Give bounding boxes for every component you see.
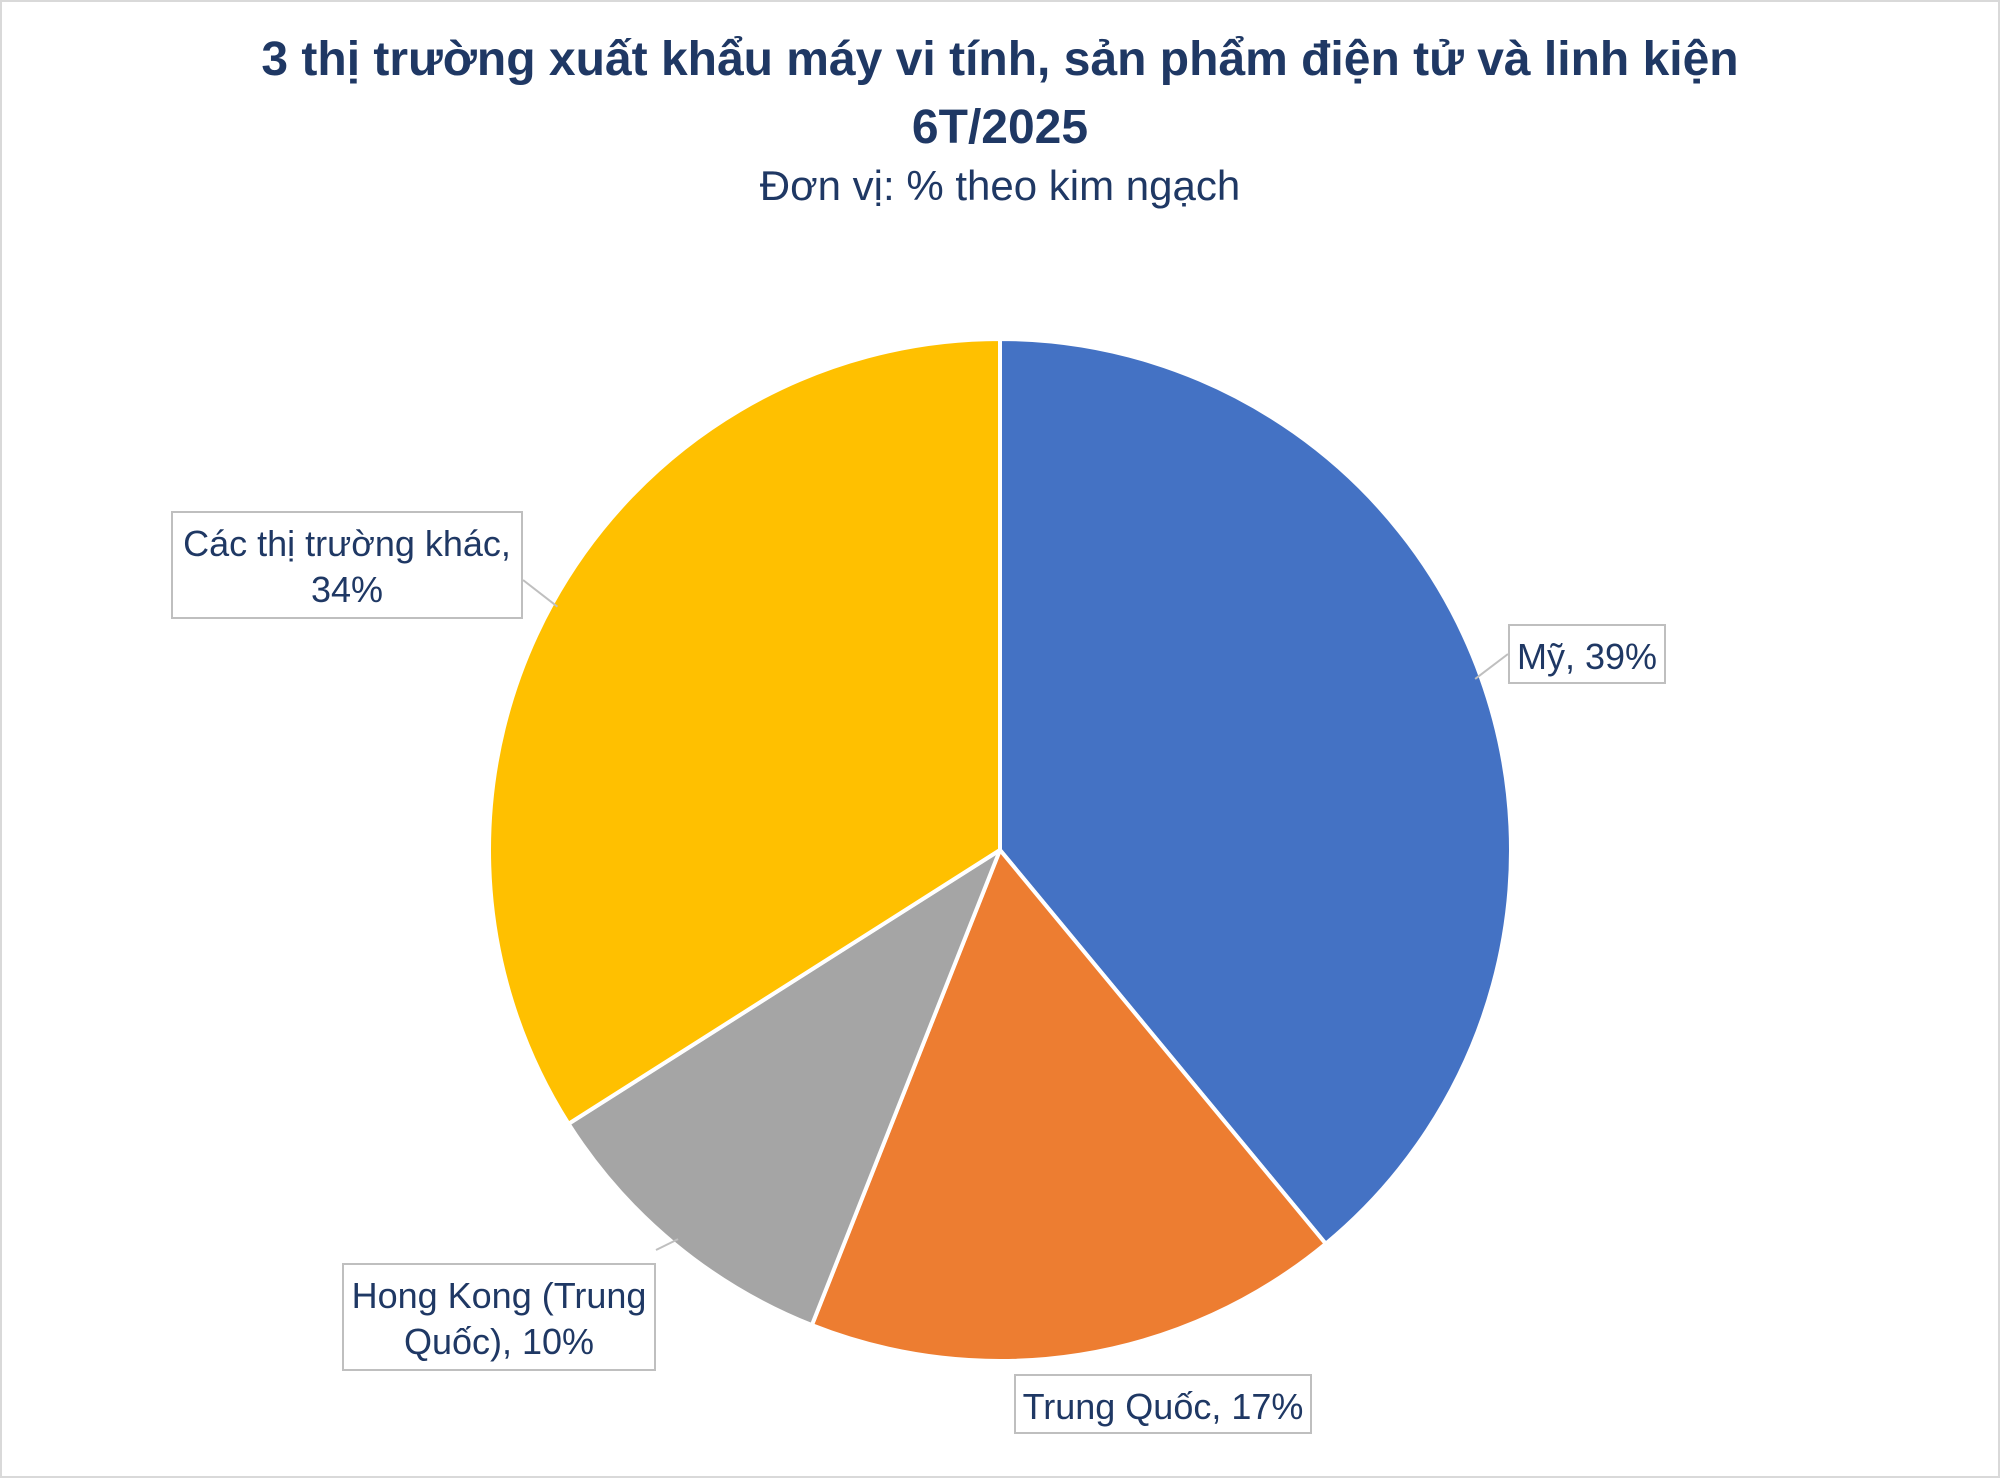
data-label-text-line1: Các thị trường khác, <box>183 523 511 564</box>
data-label-text: Trung Quốc, 17% <box>1022 1386 1304 1427</box>
data-label-text: Mỹ, 39% <box>1516 636 1658 677</box>
chart-title-period: 6T/2025 <box>911 101 1089 154</box>
leader-line-my <box>1474 653 1509 680</box>
pie-slice-trung-quoc <box>809 848 1328 1363</box>
leader-lines <box>522 579 1509 1251</box>
data-label-text-line1: Hong Kong (Trung <box>351 1275 647 1316</box>
leader-line-hong-kong-trung-quoc <box>655 1238 679 1251</box>
data-label-trung-quoc: Trung Quốc, 17% <box>1014 1374 1312 1434</box>
data-label-text-line2: 34% <box>310 569 384 610</box>
chart-title: 3 thị trường xuất khẩu máy vi tính, sản … <box>261 33 1739 86</box>
data-label-hong-kong: Hong Kong (Trung Quốc), 10% <box>342 1263 656 1371</box>
data-label-cac-thi-truong-khac: Các thị trường khác, 34% <box>171 511 523 619</box>
leader-line-cac-thi-truong-khac <box>522 579 559 608</box>
chart-subtitle: Đơn vị: % theo kim ngạch <box>759 162 1241 209</box>
pie-slice-hong-kong-trung-quoc <box>566 848 1002 1328</box>
pie-slices <box>487 337 1513 1363</box>
data-label-my: Mỹ, 39% <box>1508 624 1666 684</box>
pie-slice-my <box>998 337 1513 1246</box>
data-label-text-line2: Quốc), 10% <box>403 1321 595 1362</box>
